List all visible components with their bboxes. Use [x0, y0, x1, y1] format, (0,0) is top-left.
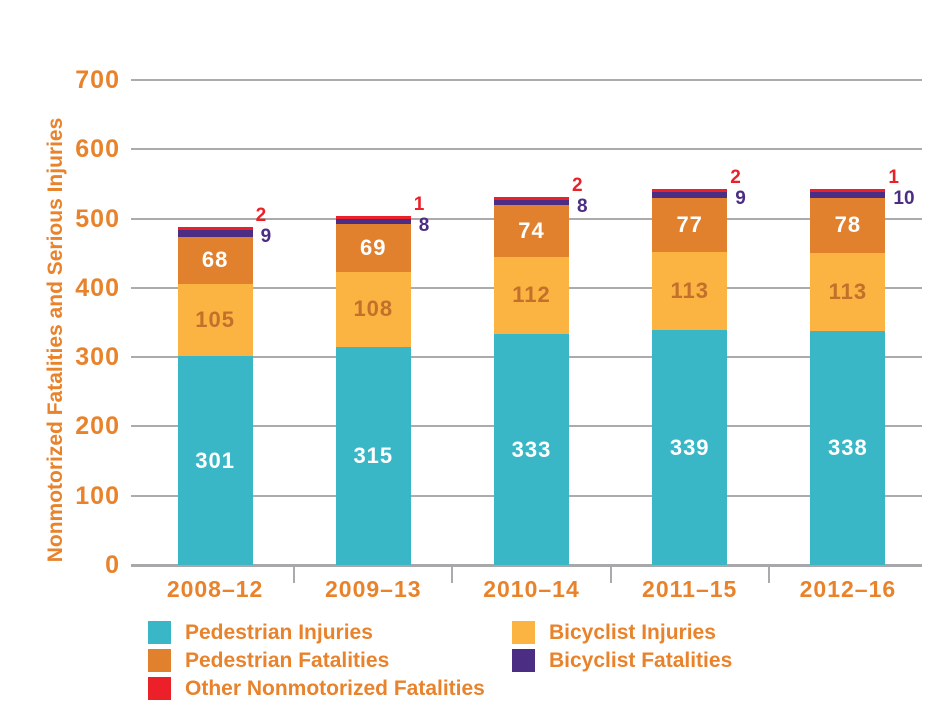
x-axis-category-label: 2010–14 [483, 576, 580, 602]
y-axis-tick-label: 0 [105, 551, 120, 579]
bar-segment: 339 [652, 330, 728, 565]
bar-value-label-outside: 1 [413, 193, 425, 215]
bar-value-label-outside: 1 [888, 166, 899, 188]
stacked-bar-2011-15: 77 113 339 [652, 189, 728, 565]
bar-segment: 68 [177, 236, 253, 284]
bar-segment [335, 218, 411, 225]
legend-swatch [512, 649, 535, 672]
bar-value-label: 77 [676, 212, 703, 238]
y-axis-tick-label: 200 [75, 412, 120, 441]
bar-segment [177, 230, 253, 237]
x-axis-line [131, 563, 922, 567]
bar-segment: 333 [494, 334, 569, 565]
bar-value-label: 113 [670, 277, 709, 303]
bar-segment: 113 [810, 252, 886, 331]
y-axis-tick-label: 500 [75, 204, 120, 233]
y-axis-tick-label: 400 [75, 273, 120, 302]
y-axis-tick-label: 300 [75, 343, 120, 372]
bar-segment [652, 192, 728, 199]
x-axis-category-label: 2008–12 [166, 576, 264, 602]
bar-segment [494, 196, 569, 200]
legend-label: Pedestrian Injuries [185, 620, 373, 644]
bar-value-label: 315 [353, 442, 394, 468]
bar-segment: 77 [652, 198, 728, 252]
bar-segment: 315 [335, 346, 411, 565]
y-axis-tick-label: 600 [75, 135, 120, 164]
bar-segment [810, 191, 886, 199]
x-axis-tick [293, 567, 296, 583]
bar-value-label-outside: 8 [418, 214, 430, 236]
bar-segment: 108 [335, 271, 411, 347]
bar-segment: 78 [810, 198, 886, 253]
x-axis-tick [767, 567, 770, 583]
legend-item: Pedestrian Injuries [148, 621, 512, 644]
bar-value-label-outside: 9 [260, 226, 272, 248]
bar-value-label-outside: 10 [893, 187, 915, 209]
legend-item: Pedestrian Fatalities [148, 649, 512, 672]
bar-value-label: 333 [511, 436, 552, 462]
bar-segment: 69 [335, 224, 411, 272]
legend-label: Pedestrian Fatalities [185, 648, 390, 672]
legend-item: Bicyclist Injuries [512, 621, 732, 644]
stacked-bar-2008-12: 68 105 301 [177, 227, 253, 565]
bar-value-label: 78 [834, 212, 862, 238]
bar-value-label-outside: 8 [577, 195, 588, 217]
gridline [131, 79, 922, 81]
legend-swatch [148, 677, 171, 700]
bar-segment [810, 188, 886, 192]
bar-value-label-outside: 9 [735, 188, 746, 210]
bar-value-label: 68 [201, 247, 229, 273]
bar-value-label: 338 [828, 434, 868, 460]
chart-legend: Pedestrian Injuries Bicyclist Injuries Ped… [148, 621, 732, 700]
bar-value-label-outside: 2 [730, 167, 741, 189]
legend-swatch [148, 649, 171, 672]
stacked-bar-2010-14: 74 112 333 [494, 196, 569, 565]
stacked-bar-2009-13: 69 108 315 [335, 215, 411, 565]
legend-label: Bicyclist Fatalities [549, 648, 733, 672]
legend-item: Bicyclist Fatalities [512, 649, 732, 672]
bar-segment [652, 189, 728, 193]
bar-value-label-outside: 2 [572, 174, 583, 196]
x-axis-tick [451, 567, 454, 583]
stacked-bar-2012-16: 78 113 338 [810, 188, 886, 565]
bar-segment: 74 [494, 205, 569, 257]
bar-segment: 113 [652, 251, 728, 331]
x-axis-category-label: 2012–16 [799, 576, 897, 602]
bar-segment: 112 [494, 256, 569, 335]
legend-label: Other Nonmotorized Fatalities [185, 676, 485, 700]
legend-label: Bicyclist Injuries [549, 620, 716, 644]
gridline [131, 148, 922, 151]
legend-swatch [512, 621, 535, 644]
bar-segment: 301 [177, 356, 253, 565]
bar-segment [177, 227, 253, 231]
bar-value-label: 301 [195, 447, 235, 473]
bar-value-label: 112 [512, 282, 551, 308]
bar-value-label: 113 [828, 278, 868, 304]
bar-value-label: 108 [353, 296, 394, 322]
legend-swatch [148, 621, 171, 644]
x-axis-category-label: 2011–15 [642, 576, 738, 602]
bar-segment [335, 215, 411, 219]
bar-segment [494, 199, 569, 206]
y-axis-tick-label: 100 [75, 481, 120, 510]
bar-value-label: 74 [518, 218, 545, 244]
y-axis-tick-label: 700 [75, 66, 120, 94]
x-axis-tick [609, 567, 612, 583]
bar-value-label: 69 [360, 234, 387, 260]
bar-segment: 105 [177, 283, 253, 357]
legend-item: Other Nonmotorized Fatalities [148, 677, 512, 700]
bar-value-label-outside: 2 [255, 205, 267, 227]
bar-value-label: 105 [195, 307, 235, 333]
bar-segment: 338 [810, 330, 886, 565]
x-axis-category-label: 2009–13 [325, 576, 422, 602]
bar-value-label: 339 [669, 434, 710, 460]
